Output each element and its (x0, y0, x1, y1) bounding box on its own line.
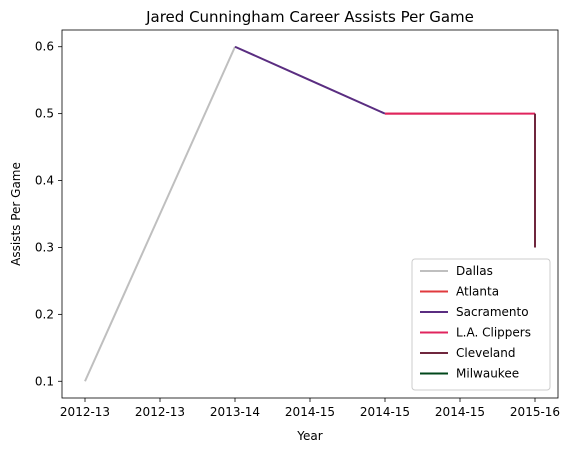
legend-label: Dallas (456, 264, 493, 278)
x-tick-label: 2013-14 (210, 405, 260, 419)
y-tick-label: 0.2 (35, 307, 54, 321)
legend-label: Milwaukee (456, 367, 519, 381)
legend-label: Sacramento (456, 305, 529, 319)
y-tick-label: 0.5 (35, 107, 54, 121)
x-axis-ticks: 2012-13 2012-13 2013-14 2014-15 2014-15 2014-… (60, 398, 560, 419)
x-axis-label: Year (296, 429, 322, 443)
y-tick-label: 0.4 (35, 174, 54, 188)
x-tick-label: 2015-16 (510, 405, 560, 419)
series-line-sacramento (234, 45, 386, 115)
legend-label: L.A. Clippers (456, 326, 531, 340)
legend-label: Cleveland (456, 346, 516, 360)
y-axis-ticks: 0.1 0.2 0.3 0.4 0.5 0.6 (35, 40, 62, 388)
legend-label: Atlanta (456, 285, 499, 299)
y-tick-label: 0.3 (35, 240, 54, 254)
y-tick-label: 0.6 (35, 40, 54, 54)
x-tick-label: 2014-15 (285, 405, 335, 419)
legend: Dallas Atlanta Sacramento L.A. Clippers Clev… (411, 258, 551, 391)
series-line-dallas (84, 46, 236, 382)
x-tick-label: 2012-13 (60, 405, 110, 419)
y-tick-label: 0.1 (35, 374, 54, 388)
series-layer (84, 45, 536, 382)
chart-title: Jared Cunningham Career Assists Per Game (145, 8, 474, 26)
x-tick-label: 2014-15 (360, 405, 410, 419)
y-axis-label: Assists Per Game (9, 162, 23, 266)
x-tick-label: 2014-15 (435, 405, 485, 419)
x-tick-label: 2012-13 (135, 405, 185, 419)
